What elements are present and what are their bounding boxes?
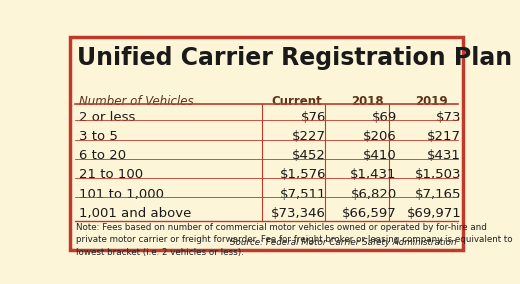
Text: 21 to 100: 21 to 100	[79, 168, 143, 181]
Text: 6 to 20: 6 to 20	[79, 149, 126, 162]
Text: 2019: 2019	[415, 95, 448, 108]
Text: 2 or less: 2 or less	[79, 110, 136, 124]
Text: $73,346: $73,346	[271, 207, 326, 220]
Text: $227: $227	[292, 130, 326, 143]
Text: Number of Vehicles: Number of Vehicles	[79, 95, 194, 108]
Text: 2018: 2018	[351, 95, 384, 108]
Text: $1,503: $1,503	[414, 168, 461, 181]
Text: $410: $410	[363, 149, 397, 162]
Text: $1,431: $1,431	[350, 168, 397, 181]
Text: 1,001 and above: 1,001 and above	[79, 207, 191, 220]
Text: $1,576: $1,576	[280, 168, 326, 181]
Text: 101 to 1,000: 101 to 1,000	[79, 188, 164, 201]
Text: $452: $452	[292, 149, 326, 162]
Text: $69,971: $69,971	[407, 207, 461, 220]
Text: Source: Federal Motor Carrier Safety Administration: Source: Federal Motor Carrier Safety Adm…	[230, 238, 457, 247]
Text: $217: $217	[427, 130, 461, 143]
FancyBboxPatch shape	[70, 37, 463, 250]
Text: $7,165: $7,165	[414, 188, 461, 201]
Text: $69: $69	[371, 110, 397, 124]
Text: $431: $431	[427, 149, 461, 162]
Text: 3 to 5: 3 to 5	[79, 130, 118, 143]
Text: $6,820: $6,820	[350, 188, 397, 201]
Text: $66,597: $66,597	[342, 207, 397, 220]
Text: $73: $73	[436, 110, 461, 124]
Text: Unified Carrier Registration Plan Fees: Unified Carrier Registration Plan Fees	[77, 46, 520, 70]
Text: $7,511: $7,511	[280, 188, 326, 201]
Text: Note: Fees based on number of commercial motor vehicles owned or operated by for: Note: Fees based on number of commercial…	[76, 223, 513, 256]
Text: Current: Current	[271, 95, 322, 108]
Text: $206: $206	[363, 130, 397, 143]
Text: $76: $76	[301, 110, 326, 124]
